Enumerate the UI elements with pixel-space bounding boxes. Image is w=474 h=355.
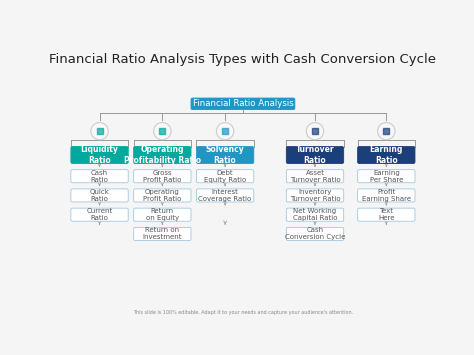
FancyBboxPatch shape — [286, 189, 344, 202]
FancyBboxPatch shape — [134, 189, 191, 202]
Text: Text
Here: Text Here — [378, 208, 394, 221]
Ellipse shape — [154, 122, 171, 140]
FancyBboxPatch shape — [196, 170, 254, 183]
Text: Solvency
Ratio: Solvency Ratio — [206, 145, 245, 165]
FancyBboxPatch shape — [134, 208, 191, 221]
Text: Inventory
Turnover Ratio: Inventory Turnover Ratio — [290, 189, 340, 202]
FancyBboxPatch shape — [286, 208, 344, 221]
Text: Return
on Equity: Return on Equity — [146, 208, 179, 221]
Text: Turnover
Ratio: Turnover Ratio — [296, 145, 334, 165]
FancyBboxPatch shape — [134, 228, 191, 240]
Ellipse shape — [217, 122, 234, 140]
Text: Profit
Earning Share: Profit Earning Share — [362, 189, 411, 202]
FancyBboxPatch shape — [357, 147, 415, 164]
FancyBboxPatch shape — [196, 147, 254, 164]
FancyBboxPatch shape — [71, 208, 128, 221]
Ellipse shape — [306, 122, 324, 140]
FancyBboxPatch shape — [357, 189, 415, 202]
FancyBboxPatch shape — [357, 170, 415, 183]
FancyBboxPatch shape — [286, 228, 344, 240]
Text: Financial Ratio Analysis: Financial Ratio Analysis — [192, 99, 293, 108]
FancyBboxPatch shape — [196, 189, 254, 202]
FancyBboxPatch shape — [71, 189, 128, 202]
Ellipse shape — [91, 122, 108, 140]
FancyBboxPatch shape — [134, 170, 191, 183]
Text: Asset
Turnover Ratio: Asset Turnover Ratio — [290, 170, 340, 183]
Text: Debt
Equity Ratio: Debt Equity Ratio — [204, 170, 246, 183]
Text: Operating
Profitability Ratio: Operating Profitability Ratio — [124, 145, 201, 165]
Ellipse shape — [378, 122, 395, 140]
FancyBboxPatch shape — [71, 170, 128, 183]
FancyBboxPatch shape — [286, 170, 344, 183]
Text: Return on
Investment: Return on Investment — [143, 228, 182, 240]
Text: This slide is 100% editable. Adapt it to your needs and capture your audience's : This slide is 100% editable. Adapt it to… — [133, 310, 353, 315]
Text: Financial Ratio Analysis Types with Cash Conversion Cycle: Financial Ratio Analysis Types with Cash… — [49, 53, 437, 66]
Text: Interest
Coverage Ratio: Interest Coverage Ratio — [199, 189, 252, 202]
Text: Earning
Ratio: Earning Ratio — [370, 145, 403, 165]
Text: Cash
Conversion Cycle: Cash Conversion Cycle — [285, 228, 345, 240]
Text: Current
Ratio: Current Ratio — [86, 208, 113, 221]
FancyBboxPatch shape — [134, 147, 191, 164]
Text: Net Working
Capital Ratio: Net Working Capital Ratio — [293, 208, 337, 221]
Text: Liquidity
Ratio: Liquidity Ratio — [81, 145, 118, 165]
FancyBboxPatch shape — [286, 147, 344, 164]
Text: Quick
Ratio: Quick Ratio — [90, 189, 109, 202]
Text: Cash
Ratio: Cash Ratio — [91, 170, 109, 183]
Text: Earning
Per Share: Earning Per Share — [370, 170, 403, 183]
FancyBboxPatch shape — [357, 208, 415, 221]
FancyBboxPatch shape — [71, 147, 128, 164]
Text: Operating
Profit Ratio: Operating Profit Ratio — [143, 189, 182, 202]
FancyBboxPatch shape — [191, 98, 295, 110]
Text: Gross
Profit Ratio: Gross Profit Ratio — [143, 170, 182, 183]
